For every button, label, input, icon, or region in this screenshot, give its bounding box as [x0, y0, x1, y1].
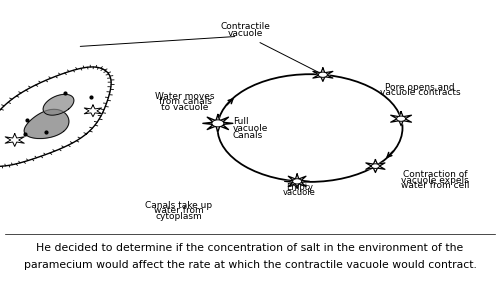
Circle shape [318, 72, 328, 77]
Circle shape [396, 116, 406, 121]
Text: Contractile: Contractile [220, 22, 270, 31]
Polygon shape [24, 109, 69, 139]
Text: vacuole: vacuole [283, 189, 316, 198]
Text: to vacuole: to vacuole [162, 103, 208, 111]
Polygon shape [84, 105, 102, 117]
Text: cytoplasm: cytoplasm [156, 212, 202, 221]
Text: Water moves: Water moves [155, 92, 215, 100]
Text: from canals: from canals [158, 97, 212, 106]
Polygon shape [366, 160, 385, 173]
Text: Canals: Canals [233, 131, 263, 140]
Text: paramecium would affect the rate at which the contractile vacuole would contract: paramecium would affect the rate at whic… [24, 260, 476, 270]
Polygon shape [284, 174, 310, 189]
Text: water from cell: water from cell [401, 181, 469, 190]
Text: Full: Full [233, 117, 248, 126]
Text: water from: water from [154, 206, 204, 215]
Circle shape [292, 179, 302, 184]
Text: vacuole contracts: vacuole contracts [380, 88, 460, 97]
Polygon shape [203, 115, 233, 132]
Text: He decided to determine if the concentration of salt in the environment of the: He decided to determine if the concentra… [36, 243, 464, 253]
Text: Contraction of: Contraction of [403, 170, 467, 179]
Polygon shape [390, 112, 411, 126]
Text: vacuole: vacuole [228, 29, 262, 38]
Polygon shape [313, 68, 333, 81]
Circle shape [212, 120, 224, 127]
Text: vacuole: vacuole [233, 124, 268, 133]
Text: Empty: Empty [286, 183, 313, 192]
Polygon shape [5, 134, 24, 146]
Text: Pore opens and: Pore opens and [385, 83, 455, 92]
Text: vacuole expels: vacuole expels [401, 176, 469, 184]
Polygon shape [43, 94, 74, 115]
Circle shape [372, 164, 380, 168]
Text: Canals take up: Canals take up [146, 201, 212, 210]
